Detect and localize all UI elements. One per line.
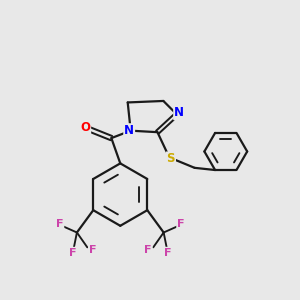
Text: F: F	[69, 248, 76, 258]
Text: F: F	[177, 219, 184, 229]
Text: F: F	[89, 245, 96, 255]
Text: F: F	[56, 219, 63, 229]
Text: O: O	[80, 121, 90, 134]
Text: N: N	[124, 124, 134, 137]
Text: F: F	[164, 248, 172, 258]
Text: F: F	[144, 245, 152, 255]
Text: N: N	[174, 106, 184, 119]
Text: S: S	[167, 152, 175, 165]
